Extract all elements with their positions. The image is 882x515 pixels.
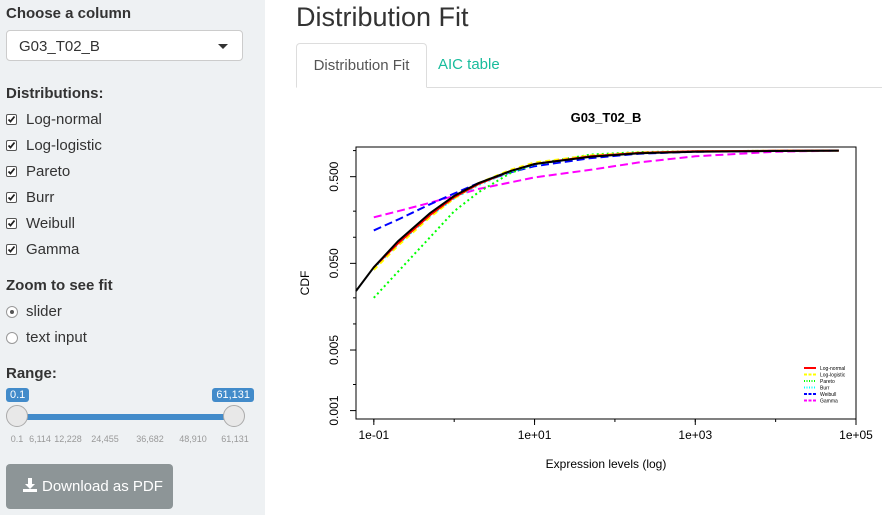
- distributions-label: Distributions:: [6, 85, 104, 102]
- checkbox-checked-icon[interactable]: [6, 244, 17, 255]
- range-max-badge: 61,131: [212, 388, 254, 402]
- plot-frame: [355, 146, 857, 420]
- zoom-option-label: text input: [26, 329, 87, 346]
- checkbox-checked-icon[interactable]: [6, 166, 17, 177]
- radio-selected-dot: [10, 310, 14, 314]
- zoom-option-label: slider: [26, 303, 62, 320]
- legend-label: Burr: [820, 386, 830, 392]
- distribution-label: Pareto: [26, 163, 71, 180]
- checkbox-checked-icon[interactable]: [6, 140, 17, 151]
- legend-label: Log-logistic: [820, 373, 846, 379]
- download-pdf-label: Download as PDF: [42, 478, 163, 495]
- y-tick-label: 0.050: [327, 248, 341, 278]
- slider-min-handle[interactable]: [6, 405, 28, 427]
- range-min-badge: 0.1: [6, 388, 30, 402]
- legend-label: Log-normal: [820, 366, 845, 372]
- distribution-label: Burr: [26, 189, 55, 206]
- series-line-log-logistic: [373, 149, 839, 271]
- series-line-weibull: [373, 149, 839, 232]
- legend-label: Gamma: [820, 399, 838, 405]
- zoom-label: Zoom to see fit: [6, 277, 113, 294]
- slider-max-handle[interactable]: [223, 405, 245, 427]
- download-pdf-button[interactable]: Download as PDF: [6, 464, 173, 509]
- distribution-label: Gamma: [26, 241, 80, 258]
- radio-icon[interactable]: [6, 332, 18, 344]
- range-slider[interactable]: 0.1 61,131 0.1 6,114 12,228 24,455 36,682 48,…: [6, 388, 256, 448]
- column-select[interactable]: G03_T02_B: [6, 30, 243, 61]
- distribution-fit-chart: G03_T02_B Expression levels (log) CDF 1e-01…: [298, 110, 873, 471]
- tabs-divider: [296, 87, 882, 88]
- x-axis-label: Expression levels (log): [546, 457, 667, 471]
- distribution-label: Log-logistic: [26, 137, 102, 154]
- y-tick-label: 0.005: [327, 335, 341, 365]
- checkbox-checked-icon[interactable]: [6, 218, 17, 229]
- slider-track[interactable]: [16, 414, 234, 420]
- legend-label: Pareto: [820, 379, 835, 385]
- series-line-log-normal: [373, 149, 839, 269]
- y-axis-label: CDF: [298, 271, 312, 296]
- x-tick-label: 1e+03: [678, 428, 712, 442]
- column-label: Choose a column: [6, 5, 132, 22]
- slider-tick-label: 61,131: [221, 434, 249, 444]
- slider-tick-label: 12,228: [54, 434, 82, 444]
- legend-label: Weibull: [820, 392, 836, 398]
- slider-tick-label: 0.1: [10, 434, 24, 444]
- slider-tick-labels: 0.1 6,114 12,228 24,455 36,682 48,910 61,131: [6, 434, 256, 446]
- y-tick-label: 0.500: [327, 161, 341, 191]
- tab-label: Distribution Fit: [313, 57, 410, 74]
- page-title: Distribution Fit: [296, 2, 469, 32]
- sidebar: Choose a column G03_T02_B Distributions:…: [0, 0, 265, 515]
- tab-distribution-fit[interactable]: Distribution Fit: [296, 43, 427, 88]
- empirical-cdf-line: [355, 149, 839, 292]
- checkbox-checked-icon[interactable]: [6, 192, 17, 203]
- series-line-pareto: [373, 149, 839, 299]
- series-line-gamma: [373, 149, 839, 219]
- column-select-value: G03_T02_B: [19, 38, 100, 55]
- y-tick-label: 0.001: [327, 395, 341, 425]
- series-line-burr: [373, 149, 839, 269]
- x-tick-label: 1e-01: [358, 428, 389, 442]
- download-icon: [23, 478, 37, 492]
- distribution-label: Weibull: [26, 215, 75, 232]
- slider-tick-label: 48,910: [179, 434, 207, 444]
- x-tick-label: 1e+01: [518, 428, 552, 442]
- slider-tick-label: 6,114: [29, 434, 51, 444]
- radio-icon[interactable]: [6, 306, 18, 318]
- x-tick-label: 1e+05: [839, 428, 873, 442]
- slider-tick-label: 24,455: [91, 434, 119, 444]
- checkbox-checked-icon[interactable]: [6, 114, 17, 125]
- chevron-down-icon: [218, 44, 228, 49]
- distribution-label: Log-normal: [26, 111, 102, 128]
- range-label: Range:: [6, 365, 57, 382]
- chart-title: G03_T02_B: [571, 110, 642, 125]
- tab-aic-table[interactable]: AIC table: [438, 56, 500, 73]
- slider-tick-label: 36,682: [136, 434, 164, 444]
